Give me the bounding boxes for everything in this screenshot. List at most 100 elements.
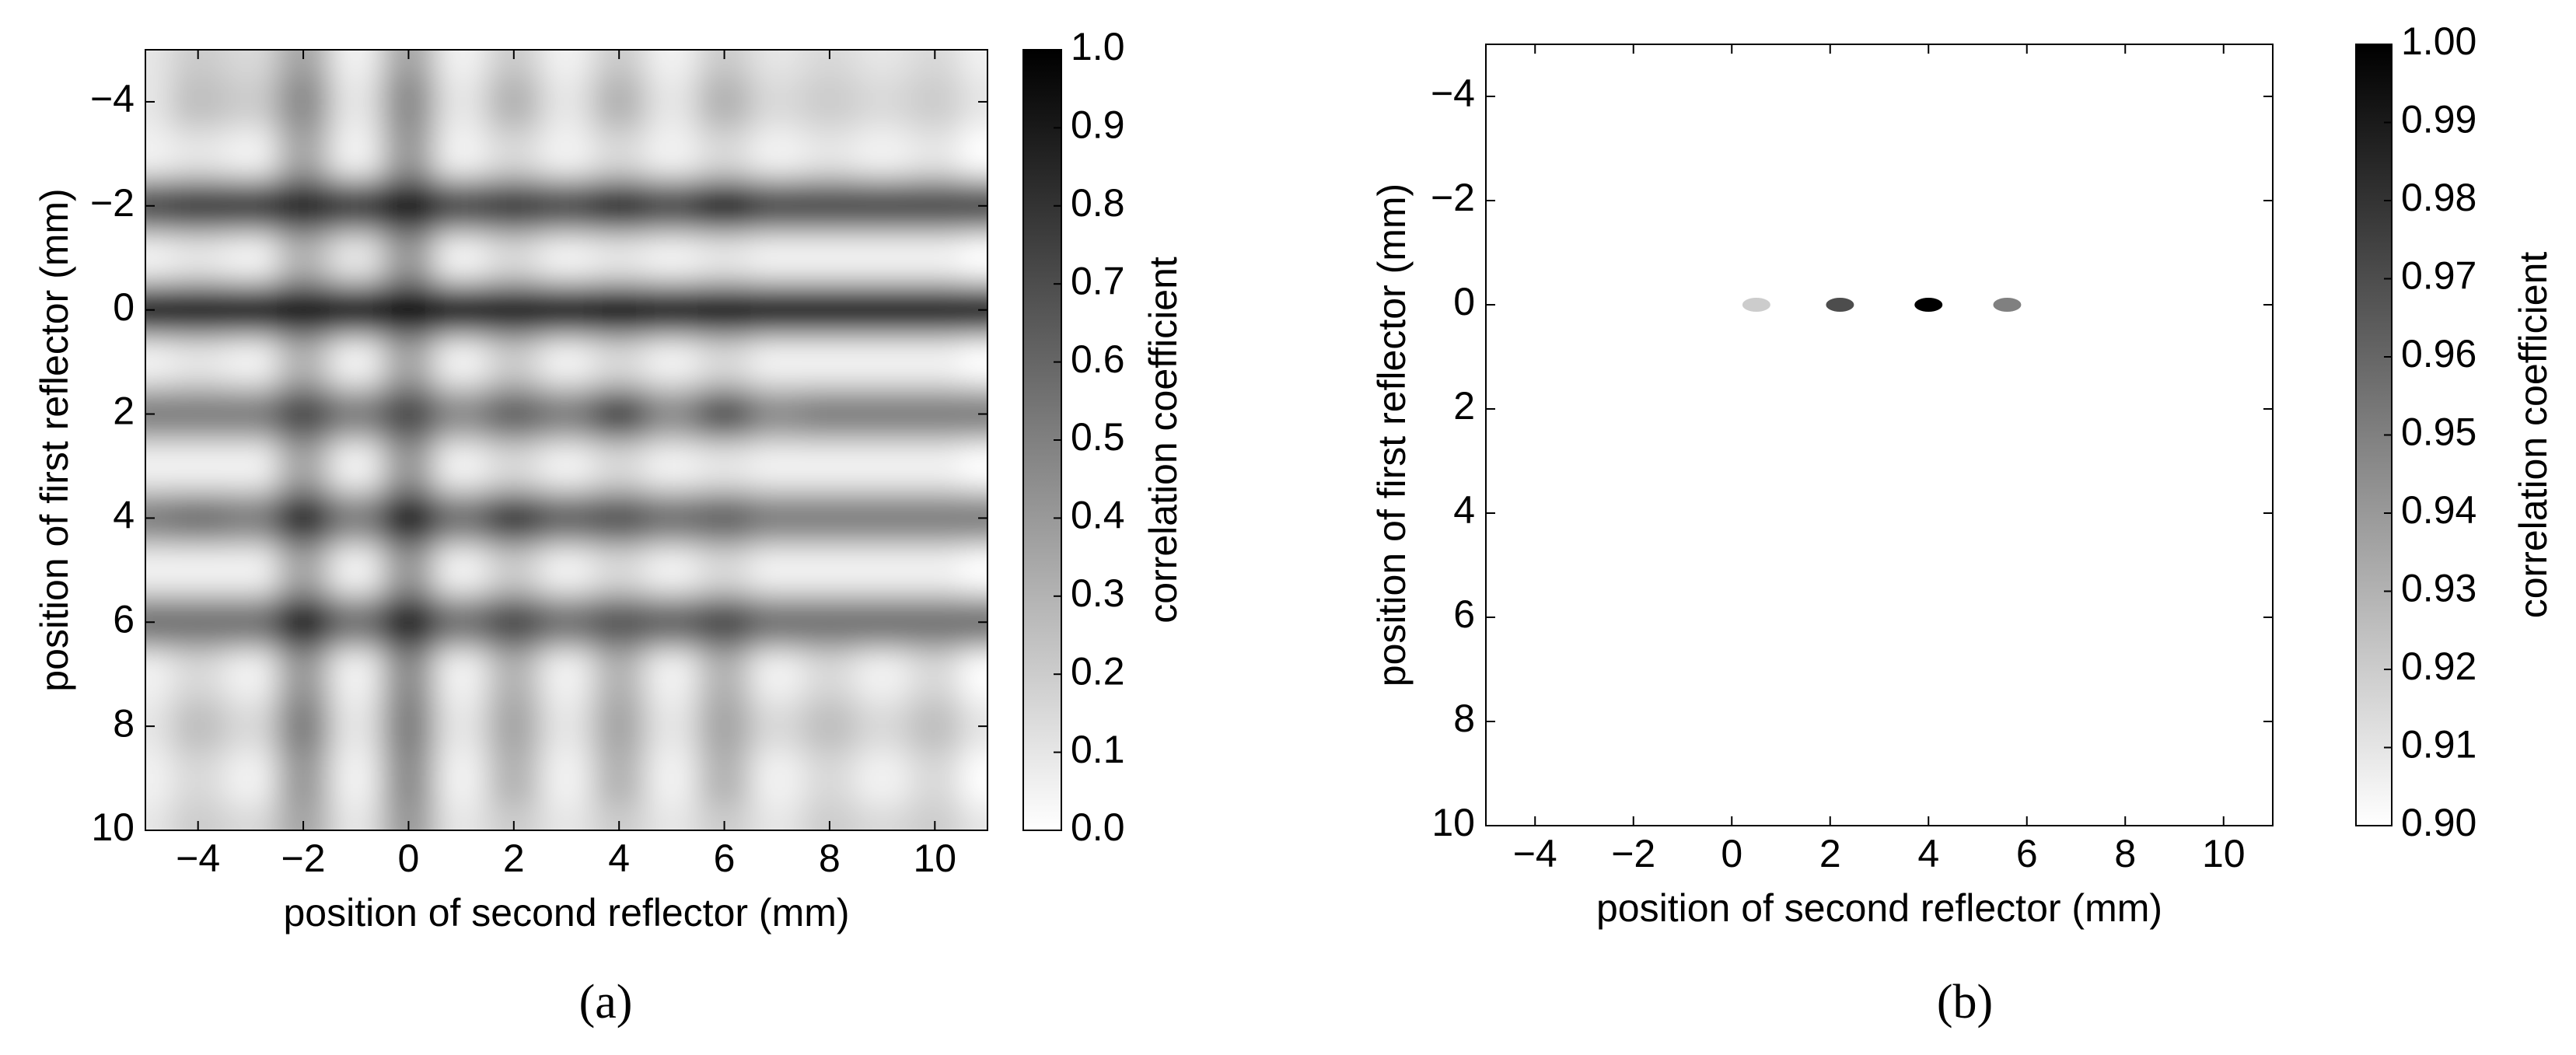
x-tick-label: −4 bbox=[176, 837, 220, 880]
heatmap-cell bbox=[645, 648, 699, 701]
heatmap-cell bbox=[487, 232, 541, 285]
x-tick-label: 10 bbox=[2202, 832, 2246, 875]
heatmap-cell bbox=[855, 128, 910, 181]
x-tick-label: 6 bbox=[2016, 832, 2038, 875]
heatmap-cell bbox=[961, 543, 987, 597]
x-tick-label: 4 bbox=[608, 837, 630, 880]
heatmap-cell bbox=[171, 232, 225, 285]
heatmap-cell bbox=[645, 388, 699, 441]
colorbar-tick-label: 0.9 bbox=[1071, 103, 1125, 147]
heatmap-cell bbox=[382, 440, 436, 493]
heatmap-cell bbox=[435, 440, 488, 493]
heatmap-cell bbox=[329, 700, 383, 753]
heatmap-cell bbox=[750, 128, 805, 181]
heatmap-cell bbox=[592, 648, 647, 701]
heatmap-cell bbox=[224, 700, 278, 753]
heatmap-cell bbox=[855, 648, 910, 701]
heatmap-cell bbox=[540, 440, 594, 493]
heatmap-cell bbox=[487, 752, 541, 805]
heatmap-cell bbox=[961, 648, 987, 701]
heatmap-cell bbox=[592, 336, 647, 390]
plot-frame bbox=[145, 49, 988, 831]
heatmap-cell bbox=[908, 180, 963, 233]
y-tick-label: 4 bbox=[1453, 488, 1475, 532]
heatmap-cell bbox=[645, 752, 699, 805]
heatmap-cell bbox=[277, 180, 330, 233]
heatmap-cell bbox=[487, 180, 541, 233]
y-axis-label: position of first reflector (mm) bbox=[1370, 183, 1414, 686]
heatmap-cell bbox=[382, 491, 436, 545]
colorbar-label: correlation coefficient bbox=[1141, 257, 1185, 624]
heatmap-cell bbox=[855, 440, 910, 493]
heatmap-cell bbox=[855, 50, 910, 77]
heatmap-cell bbox=[908, 491, 963, 545]
y-tick-label: 6 bbox=[1453, 592, 1475, 636]
heatmap-cell bbox=[908, 440, 963, 493]
heatmap-cell bbox=[329, 440, 383, 493]
x-tick-label: −4 bbox=[1513, 832, 1557, 875]
heatmap-cell bbox=[277, 491, 330, 545]
x-tick-label: 4 bbox=[1917, 832, 1939, 875]
y-tick-label: −2 bbox=[90, 181, 135, 225]
heatmap-cell bbox=[855, 336, 910, 390]
heatmap-cell bbox=[750, 232, 805, 285]
heatmap-cell bbox=[540, 700, 594, 753]
y-tick-label: 2 bbox=[113, 390, 135, 433]
heatmap-cell bbox=[329, 75, 383, 129]
heatmap-cell bbox=[540, 336, 594, 390]
heatmap-cell bbox=[435, 50, 488, 77]
heatmap-cell bbox=[329, 648, 383, 701]
y-tick-label: 0 bbox=[1453, 280, 1475, 323]
heatmap-cell bbox=[487, 284, 541, 337]
colorbar-tick-label: 1.00 bbox=[2401, 19, 2476, 63]
heatmap-cell bbox=[224, 440, 278, 493]
heatmap-cell bbox=[224, 648, 278, 701]
heatmap-cell bbox=[750, 180, 805, 233]
y-tick-label: −2 bbox=[1431, 176, 1475, 219]
heatmap-cell bbox=[645, 284, 699, 337]
heatmap-cell bbox=[803, 128, 857, 181]
heatmap-cell bbox=[540, 232, 594, 285]
heatmap-cell bbox=[171, 543, 225, 597]
heatmap-cell bbox=[540, 752, 594, 805]
heatmap-cell bbox=[803, 543, 857, 597]
heatmap-cell bbox=[435, 284, 488, 337]
heatmap-cell bbox=[145, 752, 173, 805]
heatmap-cell bbox=[855, 180, 910, 233]
heatmap-cell bbox=[592, 388, 647, 441]
heatmap-cell bbox=[803, 491, 857, 545]
heatmap-cell bbox=[487, 336, 541, 390]
heatmap-cell bbox=[961, 336, 987, 390]
heatmap-cell bbox=[645, 804, 699, 830]
heatmap-cell bbox=[224, 596, 278, 649]
heatmap-cell bbox=[592, 543, 647, 597]
heatmap-cell bbox=[908, 700, 963, 753]
heatmap-cell bbox=[750, 336, 805, 390]
colorbar-tick-label: 0.93 bbox=[2401, 567, 2476, 610]
heatmap-cell bbox=[908, 752, 963, 805]
heatmap-cell bbox=[645, 440, 699, 493]
heatmap-cell bbox=[224, 180, 278, 233]
heatmap-cell bbox=[908, 75, 963, 129]
heatmap-cell bbox=[645, 336, 699, 390]
heatmap-cell bbox=[908, 232, 963, 285]
heatmap-cell bbox=[171, 388, 225, 441]
heatmap-cell bbox=[855, 804, 910, 830]
x-tick-label: 6 bbox=[714, 837, 736, 880]
heatmap-cell bbox=[750, 752, 805, 805]
heatmap-cell bbox=[592, 232, 647, 285]
heatmap-cell bbox=[329, 336, 383, 390]
heatmap-cell bbox=[329, 752, 383, 805]
colorbar-tick-label: 0.95 bbox=[2401, 410, 2476, 454]
y-tick-label: 0 bbox=[113, 285, 135, 329]
heatmap-cell bbox=[329, 596, 383, 649]
caption: (a) bbox=[579, 976, 633, 1029]
heatmap-cell bbox=[645, 700, 699, 753]
spot bbox=[1993, 298, 2022, 312]
y-tick-label: 8 bbox=[113, 701, 135, 745]
heatmap-cell bbox=[277, 752, 330, 805]
heatmap-cell bbox=[803, 284, 857, 337]
heatmap-cell bbox=[697, 336, 752, 390]
heatmap-cell bbox=[592, 284, 647, 337]
heatmap-cell bbox=[171, 284, 225, 337]
